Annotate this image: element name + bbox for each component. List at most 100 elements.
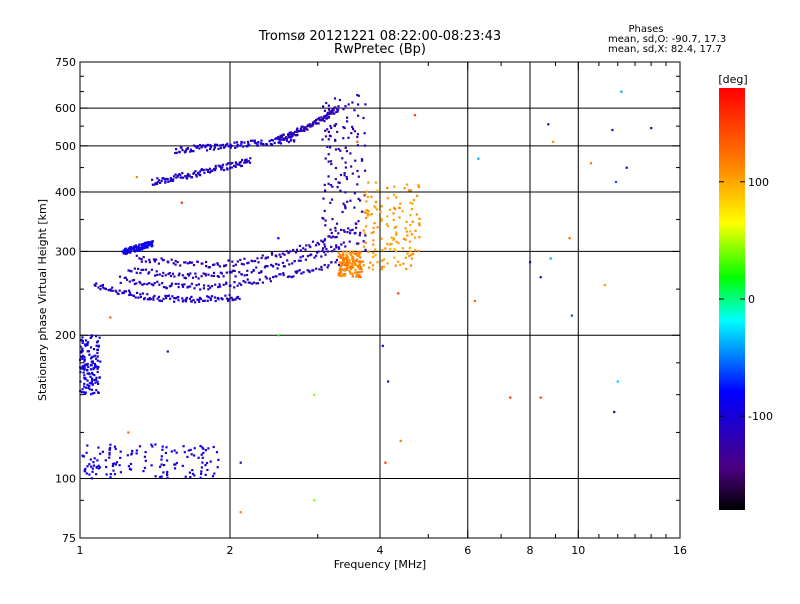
data-point	[260, 271, 263, 274]
data-point	[324, 157, 327, 160]
data-point	[111, 289, 114, 292]
data-point	[155, 182, 159, 186]
data-point	[227, 259, 230, 262]
data-point	[184, 300, 188, 303]
data-point	[278, 140, 281, 143]
data-point	[167, 294, 170, 297]
data-point	[392, 193, 396, 196]
data-point	[156, 180, 159, 184]
data-point	[173, 297, 176, 300]
data-point	[91, 377, 94, 380]
data-point	[205, 461, 209, 465]
data-point	[214, 169, 217, 172]
data-point	[189, 261, 192, 264]
data-point	[129, 462, 133, 466]
data-point	[119, 450, 122, 453]
data-point	[393, 237, 396, 240]
data-point	[274, 254, 277, 257]
data-point	[311, 122, 315, 126]
data-point	[91, 360, 94, 363]
data-point	[281, 252, 284, 255]
data-point	[108, 453, 111, 456]
data-point	[370, 213, 373, 216]
data-point	[352, 266, 355, 269]
data-point	[84, 467, 87, 470]
data-point	[202, 299, 205, 302]
data-point	[321, 240, 324, 243]
data-point	[92, 464, 96, 467]
data-point	[154, 274, 157, 277]
data-point	[167, 180, 170, 183]
data-point	[81, 367, 85, 370]
data-point	[121, 250, 124, 253]
data-point	[126, 249, 129, 252]
data-point	[184, 150, 187, 153]
data-point	[158, 299, 162, 302]
data-point	[101, 286, 104, 289]
data-point	[134, 296, 137, 299]
data-point	[398, 216, 401, 219]
data-point	[343, 269, 346, 272]
data-point	[358, 267, 361, 270]
data-point	[374, 206, 377, 209]
data-point	[294, 251, 298, 254]
data-point	[233, 269, 236, 272]
data-point	[320, 239, 323, 242]
data-point	[136, 249, 139, 252]
data-point	[290, 276, 293, 279]
data-point	[143, 243, 146, 246]
data-point	[99, 288, 102, 291]
data-point	[344, 161, 347, 164]
data-point	[349, 250, 352, 254]
data-point	[327, 130, 330, 133]
data-point	[199, 174, 202, 177]
data-point	[209, 171, 212, 174]
data-point	[337, 232, 340, 235]
data-point	[393, 248, 396, 251]
data-point	[411, 220, 414, 223]
data-point	[357, 197, 360, 200]
data-point	[207, 169, 210, 172]
data-point	[184, 277, 187, 280]
data-point	[198, 170, 202, 173]
data-point	[235, 141, 239, 144]
data-point	[362, 240, 365, 243]
data-point	[172, 175, 176, 178]
data-point	[370, 232, 373, 235]
data-point	[275, 262, 278, 266]
data-point	[295, 271, 298, 274]
data-point	[96, 359, 99, 362]
data-point	[169, 177, 172, 180]
data-point	[311, 240, 315, 243]
data-point	[98, 376, 101, 379]
data-point	[204, 274, 207, 277]
data-point	[324, 135, 328, 138]
data-point	[94, 381, 97, 384]
y-tick-label: 100	[55, 473, 76, 486]
data-point	[356, 258, 359, 261]
data-point	[215, 451, 219, 454]
data-point	[311, 124, 314, 127]
data-point	[157, 262, 160, 265]
data-point	[320, 116, 323, 119]
data-point	[260, 139, 263, 142]
grid-lines	[80, 62, 680, 538]
data-point	[164, 451, 167, 455]
data-point	[358, 276, 361, 279]
data-point	[324, 253, 327, 256]
data-point	[392, 212, 395, 215]
data-point	[83, 374, 86, 377]
data-point	[156, 280, 159, 283]
data-point	[148, 261, 151, 264]
data-point	[187, 285, 190, 288]
data-point	[197, 283, 200, 286]
data-point	[364, 211, 367, 214]
data-point	[181, 464, 184, 467]
data-point	[95, 341, 99, 344]
data-point	[282, 273, 285, 277]
data-point	[372, 239, 375, 242]
data-point	[160, 475, 163, 478]
data-point	[357, 103, 360, 106]
data-point	[269, 280, 272, 283]
data-point	[198, 300, 201, 303]
